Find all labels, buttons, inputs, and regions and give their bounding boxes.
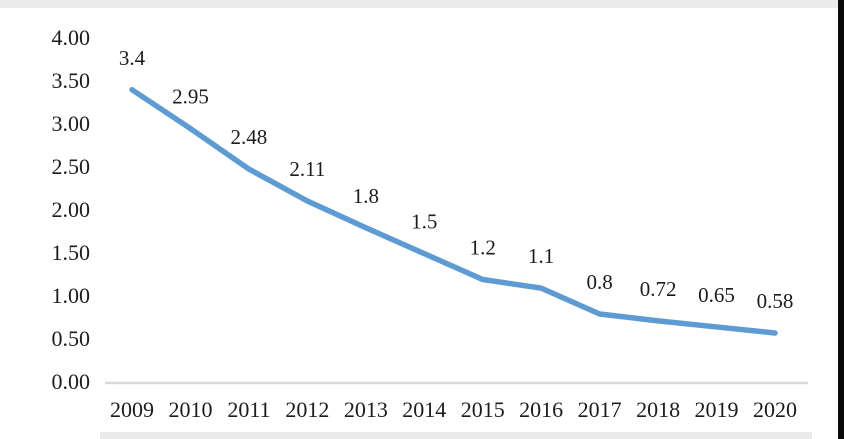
x-axis-tick-label: 2013 <box>344 397 388 422</box>
x-axis-tick-label: 2019 <box>695 397 739 422</box>
right-edge-bar <box>838 0 844 439</box>
y-axis-tick-labels: 4.00 3.50 3.00 2.50 2.00 1.50 1.00 0.50 0.00 <box>52 25 91 394</box>
data-label: 0.72 <box>640 277 677 301</box>
data-label: 3.4 <box>119 46 146 70</box>
data-label: 1.2 <box>470 236 496 260</box>
data-label: 1.1 <box>528 244 554 268</box>
data-label: 0.8 <box>587 270 613 294</box>
x-axis-tick-label: 2011 <box>227 397 270 422</box>
data-label: 1.5 <box>411 210 437 234</box>
y-axis-tick-label: 0.00 <box>52 369 91 394</box>
data-label: 1.8 <box>353 184 379 208</box>
data-labels: 3.4 2.95 2.48 2.11 1.8 1.5 1.2 1.1 0.8 0.72 0.65 0.… <box>119 46 793 313</box>
y-axis-tick-label: 1.00 <box>52 283 91 308</box>
y-axis-tick-label: 2.50 <box>52 154 91 179</box>
x-axis-tick-label: 2010 <box>168 397 212 422</box>
top-edge-band <box>0 0 844 8</box>
x-axis-tick-label: 2017 <box>578 397 622 422</box>
data-label: 0.58 <box>757 289 794 313</box>
x-axis-tick-label: 2018 <box>636 397 680 422</box>
y-axis-tick-label: 1.50 <box>52 240 91 265</box>
data-label: 2.48 <box>231 125 268 149</box>
data-label: 2.95 <box>172 85 209 109</box>
bottom-edge-band <box>100 432 812 439</box>
y-axis-tick-label: 0.50 <box>52 326 91 351</box>
x-axis-tick-label: 2009 <box>110 397 154 422</box>
x-axis-tick-label: 2015 <box>461 397 505 422</box>
data-label: 2.11 <box>289 157 325 181</box>
series-polyline <box>129 87 778 336</box>
x-axis-tick-label: 2012 <box>285 397 329 422</box>
data-series-line <box>129 87 778 336</box>
y-axis-tick-label: 3.50 <box>52 68 91 93</box>
y-axis-tick-label: 2.00 <box>52 197 91 222</box>
data-label: 0.65 <box>698 283 735 307</box>
x-axis-tick-label: 2016 <box>519 397 563 422</box>
y-axis-tick-label: 4.00 <box>52 25 91 50</box>
x-axis-tick-label: 2020 <box>753 397 797 422</box>
x-axis-tick-labels: 2009 2010 2011 2012 2013 2014 2015 2016 2017 2018… <box>110 397 797 422</box>
x-axis-tick-label: 2014 <box>402 397 446 422</box>
y-axis-tick-label: 3.00 <box>52 111 91 136</box>
